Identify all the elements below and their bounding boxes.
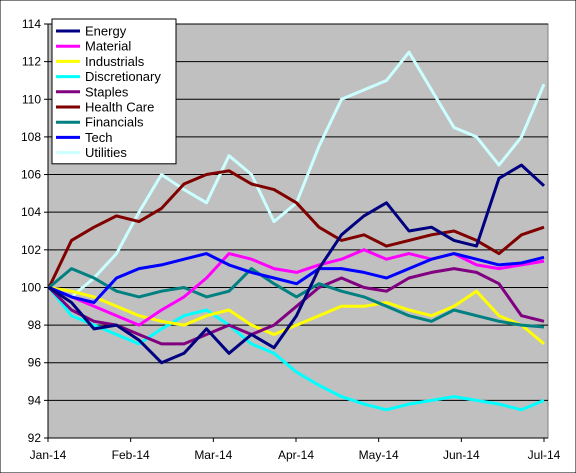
series-lines (47, 50, 546, 412)
y-tick-label: 112 (22, 55, 41, 69)
y-tick-label: 92 (28, 431, 42, 445)
y-tick-label: 114 (22, 17, 41, 31)
series-line-financials (48, 267, 545, 329)
series-line-discretionary (47, 286, 545, 412)
y-tick-label: 104 (21, 205, 41, 219)
legend-label-tech: Tech (85, 130, 112, 145)
series-line-staples (47, 267, 545, 346)
y-tick-label: 94 (28, 393, 42, 407)
series-line-industrials (48, 286, 545, 346)
y-tick-label: 106 (21, 168, 41, 182)
legend-label-energy: Energy (85, 24, 127, 39)
legend-label-industrials: Industrials (85, 54, 145, 69)
series-line-energy (48, 163, 546, 365)
y-tick-label: 98 (28, 318, 42, 332)
legend-label-financials: Financials (85, 115, 144, 130)
y-tick-label: 102 (21, 243, 41, 257)
legend: EnergyMaterialIndustrialsDiscretionarySt… (51, 18, 177, 165)
x-axis: Jan-14 Feb-14 Mar-14 Apr-14 May-14 Jun-14 Jul-… (30, 437, 561, 462)
y-tick-label: 110 (22, 92, 41, 106)
legend-label-utilities: Utilities (85, 145, 127, 160)
y-axis: 92 94 96 98 100 102 104 106 108 110 112 114 (21, 17, 49, 445)
y-tick-label: 96 (28, 356, 42, 370)
x-tick-label: Jun-14 (443, 448, 480, 462)
y-tick-label: 100 (21, 280, 41, 294)
legend-label-discretionary: Discretionary (85, 69, 161, 84)
series-line-material (48, 248, 545, 327)
x-tick-label: Feb-14 (112, 448, 150, 462)
x-tick-label: Jan-14 (30, 448, 67, 462)
legend-label-health-care: Health Care (85, 100, 154, 115)
x-tick-label: Apr-14 (278, 448, 314, 462)
legend-label-staples: Staples (85, 84, 129, 99)
x-tick-label: Jul-14 (528, 448, 561, 462)
x-tick-label: May-14 (359, 448, 399, 462)
x-tick-label: Mar-14 (194, 448, 232, 462)
y-tick-label: 108 (21, 130, 41, 144)
series-line-tech (48, 252, 545, 304)
legend-label-material: Material (85, 39, 131, 54)
series-line-health-care (47, 169, 545, 289)
